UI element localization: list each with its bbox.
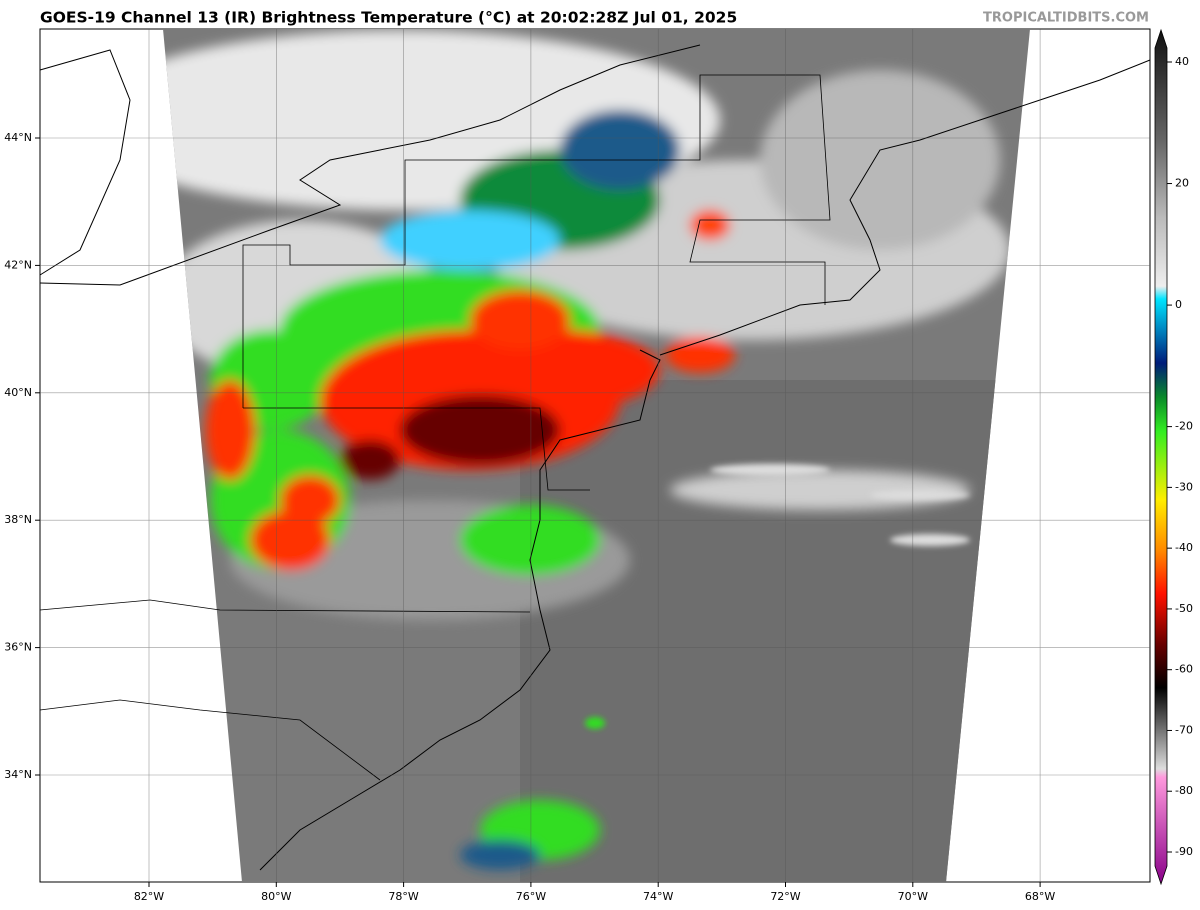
lat-label: 34°N — [4, 768, 32, 781]
lon-label: 68°W — [1025, 890, 1055, 903]
colorbar-tick-label: -30 — [1175, 480, 1193, 493]
colorbar — [1154, 28, 1168, 886]
lon-label: 70°W — [898, 890, 928, 903]
colorbar-tick-label: -60 — [1175, 663, 1193, 676]
colorbar-tick-label: -90 — [1175, 845, 1193, 858]
colorbar-tick-label: 40 — [1175, 55, 1189, 68]
colorbar-tick-label: -70 — [1175, 723, 1193, 736]
lon-label: 74°W — [643, 890, 673, 903]
map-area — [39, 28, 1151, 883]
lon-label: 82°W — [134, 890, 164, 903]
satellite-swath — [163, 29, 1030, 882]
colorbar-scale — [1154, 28, 1168, 886]
credit: TROPICALTIDBITS.COM — [983, 11, 1149, 26]
lat-label: 42°N — [4, 258, 32, 271]
colorbar-tick-label: 0 — [1175, 298, 1182, 311]
lon-label: 78°W — [388, 890, 418, 903]
lon-label: 80°W — [261, 890, 291, 903]
colorbar-tick-label: -20 — [1175, 420, 1193, 433]
lat-label: 38°N — [4, 513, 32, 526]
colorbar-tick-label: -50 — [1175, 602, 1193, 615]
title: GOES-19 Channel 13 (IR) Brightness Tempe… — [40, 9, 737, 27]
lon-label: 72°W — [770, 890, 800, 903]
colorbar-tick-label: -80 — [1175, 784, 1193, 797]
colorbar-tick-label: 20 — [1175, 177, 1189, 190]
lat-label: 44°N — [4, 131, 32, 144]
lat-label: 40°N — [4, 386, 32, 399]
colorbar-tick-label: -40 — [1175, 541, 1193, 554]
lon-label: 76°W — [516, 890, 546, 903]
lat-label: 36°N — [4, 641, 32, 654]
